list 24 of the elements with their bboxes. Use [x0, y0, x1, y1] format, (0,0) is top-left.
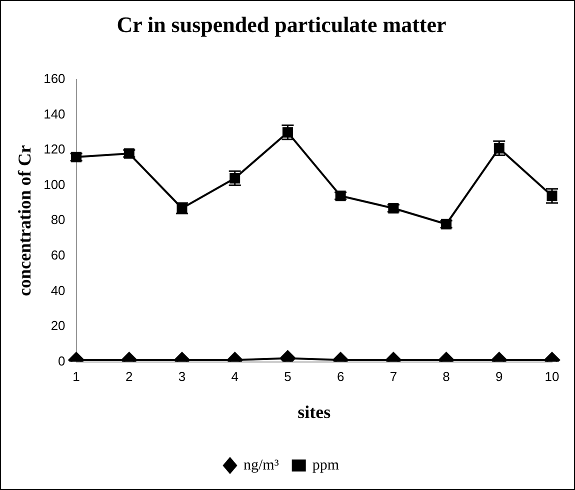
y-tick-label: 20: [50, 318, 66, 334]
y-tick-label: 60: [50, 247, 66, 262]
y-tick-label: 140: [44, 106, 66, 122]
y-axis-title: concentration of Cr: [14, 145, 34, 296]
x-tick-label: 8: [442, 369, 450, 384]
y-tick-label: 0: [58, 353, 66, 368]
x-tick-label: 9: [496, 369, 503, 384]
y-tick-label: 80: [50, 212, 66, 228]
x-tick-label: 5: [284, 369, 292, 384]
x-tick-label: 1: [72, 369, 80, 384]
y-tick-label: 100: [44, 176, 66, 192]
chart-title: Cr in suspended particulate matter: [116, 12, 447, 37]
y-tick-label: 120: [44, 142, 66, 157]
x-tick-label: 3: [178, 369, 186, 384]
y-tick-label: 40: [50, 282, 66, 298]
x-axis-title: sites: [298, 402, 331, 422]
x-tick-label: 2: [126, 369, 133, 384]
y-tick-label: 160: [44, 70, 66, 86]
legend-label: ng/m³: [244, 457, 280, 474]
x-tick-label: 10: [544, 369, 560, 384]
x-tick-label: 6: [336, 369, 344, 384]
x-tick-label: 4: [231, 369, 238, 384]
legend-label: ppm: [312, 457, 340, 474]
x-tick-label: 7: [390, 369, 398, 384]
